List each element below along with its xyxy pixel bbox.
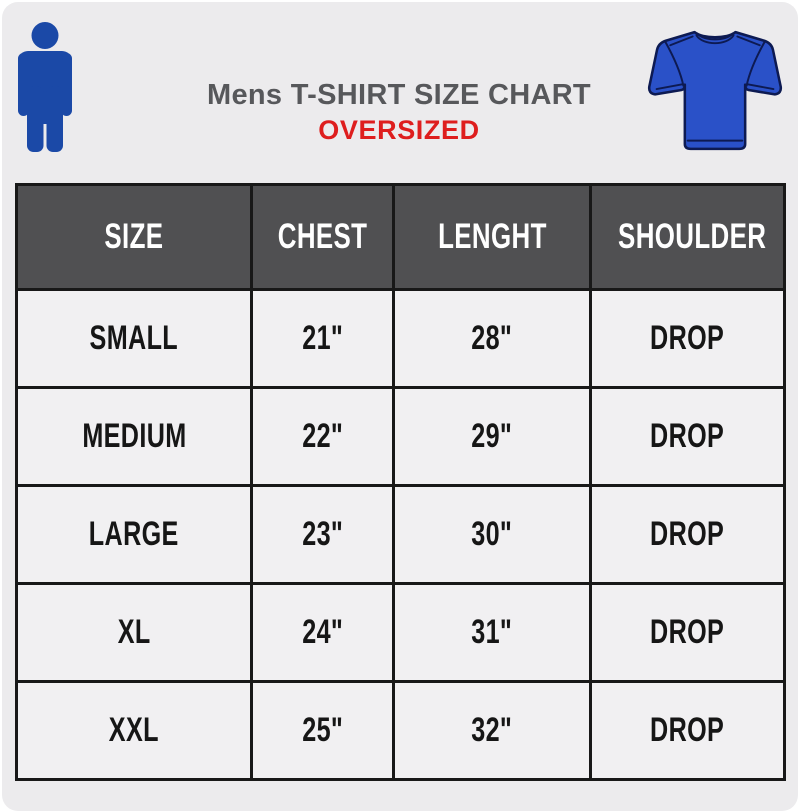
shoulder-cell: DROP xyxy=(589,680,786,781)
table-row: SMALL 21" 28" DROP xyxy=(15,288,786,389)
table-row: MEDIUM 22" 29" DROP xyxy=(15,386,786,487)
table-header-row: SIZE CHEST LENGHT SHOULDER xyxy=(15,183,786,291)
length-cell: 29" xyxy=(392,386,592,487)
size-cell: SMALL xyxy=(15,288,253,389)
table-row: LARGE 23" 30" DROP xyxy=(15,484,786,585)
size-cell: LARGE xyxy=(15,484,253,585)
length-cell: 30" xyxy=(392,484,592,585)
size-cell: MEDIUM xyxy=(15,386,253,487)
shoulder-cell: DROP xyxy=(589,288,786,389)
table-row: XXL 25" 32" DROP xyxy=(15,680,786,781)
page-subtitle: OVERSIZED xyxy=(318,114,480,145)
size-cell: XL xyxy=(15,582,253,683)
chest-cell: 24" xyxy=(250,582,395,683)
chest-cell: 22" xyxy=(250,386,395,487)
shoulder-cell: DROP xyxy=(589,484,786,585)
length-cell: 31" xyxy=(392,582,592,683)
male-figure-icon xyxy=(18,22,72,152)
shoulder-cell: DROP xyxy=(589,582,786,683)
page-title: Mens T-SHIRT SIZE CHART xyxy=(207,79,591,111)
size-table: SIZE CHEST LENGHT SHOULDER SMALL 21" 28"… xyxy=(15,183,786,781)
col-header-chest: CHEST xyxy=(250,183,395,291)
shoulder-cell: DROP xyxy=(589,386,786,487)
col-header-shoulder: SHOULDER xyxy=(589,183,786,291)
chest-cell: 21" xyxy=(250,288,395,389)
chest-cell: 23" xyxy=(250,484,395,585)
chest-cell: 25" xyxy=(250,680,395,781)
col-header-size: SIZE xyxy=(15,183,253,291)
length-cell: 32" xyxy=(392,680,592,781)
length-cell: 28" xyxy=(392,288,592,389)
blue-tshirt-icon xyxy=(647,30,783,151)
col-header-length: LENGHT xyxy=(392,183,592,291)
table-row: XL 24" 31" DROP xyxy=(15,582,786,683)
chart-title-block: Mens T-SHIRT SIZE CHART OVERSIZED xyxy=(0,79,798,146)
size-cell: XXL xyxy=(15,680,253,781)
